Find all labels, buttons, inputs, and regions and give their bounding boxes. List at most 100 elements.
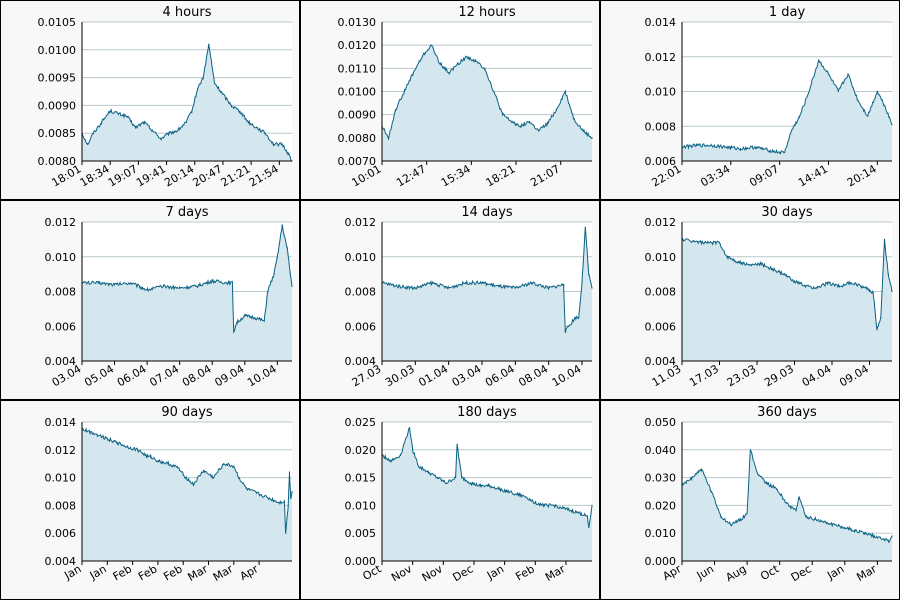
x-tick-label: 09.04 [213,362,247,389]
x-tick-label: 23.03 [725,362,759,389]
chart-svg: 12 hours 0.0070 0.0080 0.0090 0.0100 0.0110 0.… [338,5,593,189]
data-point [258,493,260,495]
data-point [720,515,722,518]
y-tick-label: 0.014 [645,16,677,29]
data-point [167,463,169,465]
data-point [137,449,139,451]
data-point [291,285,293,287]
data-point [197,88,199,90]
data-point [149,456,151,458]
series-area [682,449,892,561]
x-tick-label: 09:07 [747,162,781,189]
data-point [838,285,841,287]
data-point [883,538,885,540]
x-tick-label: 08.04 [516,362,550,389]
x-tick-label: 19:41 [134,162,168,189]
x-tick-label: Feb [161,562,184,583]
data-point [546,123,548,125]
y-tick-label: 0.012 [45,216,77,229]
data-point [106,438,108,440]
y-tick-label: 0.025 [345,416,377,429]
data-point [534,502,536,504]
data-point [195,285,197,287]
data-point [101,121,103,123]
data-point [876,329,878,331]
data-point [779,151,781,153]
y-tick-label: 0.008 [645,286,677,299]
data-point [785,502,787,504]
data-point [213,477,215,479]
y-tick-label: 0.000 [645,555,677,568]
y-tick-label: 0.010 [45,472,77,485]
data-point [562,507,564,509]
data-point [244,315,246,317]
data-point [502,114,504,116]
series-area [82,428,292,561]
data-point [507,490,509,493]
data-point [109,110,111,112]
series-area [82,44,292,161]
data-point [239,110,241,112]
y-tick-label: 0.010 [645,86,677,99]
data-point [857,99,859,101]
data-point [824,521,826,523]
y-tick-label: 0.040 [645,444,677,457]
x-tick-label: 20:14 [845,162,879,189]
data-point [427,471,429,473]
y-tick-label: 0.0110 [338,62,377,75]
data-point [730,524,732,526]
data-point [498,285,500,287]
data-point [571,510,573,512]
data-point [872,292,874,294]
data-point [448,287,450,289]
chart-title: 180 days [457,405,517,420]
data-point [179,287,181,289]
data-point [151,129,154,131]
y-tick-label: 0.012 [645,51,677,64]
data-point [814,518,817,520]
data-point [130,282,132,284]
data-point [582,130,584,132]
data-point [421,56,423,58]
data-point [883,238,886,240]
data-point [227,282,230,284]
chart-title: 90 days [161,405,213,420]
data-point [448,72,450,74]
x-tick-label: Feb [513,562,536,583]
y-tick-label: 0.010 [645,527,677,540]
chart-title: 4 hours [163,5,212,20]
data-point [268,497,270,499]
data-point [867,115,869,117]
data-point [854,529,856,531]
data-point [511,121,513,123]
chart-svg: 4 hours 0.0080 0.0085 0.0090 0.0095 0.0100 0.0… [38,5,293,189]
data-point [573,118,575,120]
y-tick-label: 0.014 [45,416,77,429]
y-tick-label: 0.008 [45,499,77,512]
series-line [681,449,893,543]
data-point [288,471,291,473]
chart-panel: 12 hours 0.0070 0.0080 0.0090 0.0100 0.0110 0.… [300,0,600,200]
data-point [548,287,550,289]
data-point [746,513,748,515]
data-point [287,152,289,154]
data-point [591,287,593,289]
data-point [553,504,555,506]
chart-svg: 90 days 0.004 0.006 0.008 0.010 0.012 0.014 Jan… [45,405,293,584]
data-point [177,467,179,469]
data-point [861,285,863,287]
data-point [398,285,400,287]
data-point [528,121,530,123]
x-tick-label: 03.04 [450,362,484,389]
data-point [287,504,289,506]
data-point [715,242,717,244]
data-point [837,90,839,93]
data-point [466,56,468,58]
x-tick-label: Mar [854,562,879,584]
data-point [464,282,466,284]
x-tick-label: 21:07 [528,162,562,189]
data-point [236,322,238,324]
data-point [718,242,721,244]
data-point [493,90,495,93]
data-point [754,146,756,148]
